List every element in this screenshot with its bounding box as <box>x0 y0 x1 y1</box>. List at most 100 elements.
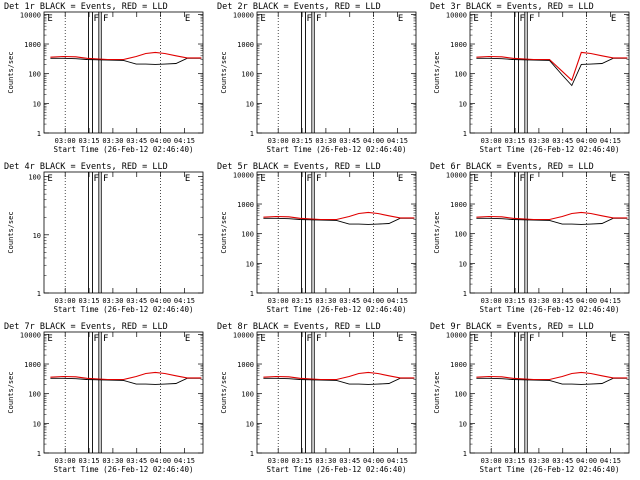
x-tick-label: 04:15 <box>174 457 195 465</box>
x-tick-label: 04:00 <box>150 137 171 145</box>
time-marker-label: E <box>47 14 52 24</box>
y-tick-label: 1 <box>463 290 467 298</box>
x-tick-label: 04:00 <box>150 457 171 465</box>
panel-title: Det 9r BLACK = Events, RED = LLD <box>430 322 594 332</box>
panel-det-6: Det 6r BLACK = Events, RED = LLD 1 10 100 10… <box>430 162 630 314</box>
x-tick-label: 03:00 <box>55 137 76 145</box>
y-tick-label: 100 <box>454 391 467 399</box>
y-tick-label: 100 <box>28 174 41 182</box>
y-tick-label: 100 <box>28 71 41 79</box>
time-marker-label: F <box>316 334 321 344</box>
y-axis-label: Counts/sec <box>220 371 228 413</box>
panel-det-3: Det 3r BLACK = Events, RED = LLD 1 10 100 10… <box>430 2 630 154</box>
time-marker-label: E <box>398 174 403 184</box>
x-tick-label: 03:00 <box>481 457 502 465</box>
x-tick-label: 03:15 <box>79 297 100 305</box>
y-tick-label: 10000 <box>233 11 254 19</box>
time-marker-label: F <box>306 174 311 184</box>
y-axis-label: Counts/sec <box>7 371 15 413</box>
panel-det-1: Det 1r BLACK = Events, RED = LLD 1 10 100 10… <box>4 2 204 154</box>
time-marker-label: E <box>398 14 403 24</box>
y-tick-label: 1 <box>37 450 41 458</box>
time-marker-label: F <box>103 334 108 344</box>
x-tick-label: 03:15 <box>292 297 313 305</box>
plot-frame <box>469 11 630 134</box>
time-marker-label: F <box>103 14 108 24</box>
x-axis-label: Start Time (26-Feb-12 02:46:40) <box>54 145 194 154</box>
x-tick-label: 04:15 <box>387 457 408 465</box>
x-tick-label: 03:30 <box>102 457 123 465</box>
x-axis-label: Start Time (26-Feb-12 02:46:40) <box>267 465 407 474</box>
y-tick-label: 100 <box>454 71 467 79</box>
y-tick-label: 1 <box>250 290 254 298</box>
y-tick-label: 100 <box>241 231 254 239</box>
time-marker-label: F <box>519 334 524 344</box>
y-tick-label: 10000 <box>446 11 467 19</box>
y-tick-label: 1000 <box>237 41 254 49</box>
time-marker-label: F <box>93 174 98 184</box>
series-line-lld <box>50 51 202 61</box>
x-axis-label: Start Time (26-Feb-12 02:46:40) <box>267 145 407 154</box>
x-tick-label: 03:45 <box>126 457 147 465</box>
series-line-events <box>476 217 628 225</box>
time-marker-label: F <box>306 14 311 24</box>
y-tick-label: 1 <box>37 130 41 138</box>
x-tick-label: 04:00 <box>363 137 384 145</box>
x-tick-label: 04:15 <box>600 457 621 465</box>
x-tick-label: 04:00 <box>363 297 384 305</box>
plot-frame <box>256 171 417 294</box>
series-line-lld <box>476 211 628 221</box>
series-line-lld <box>476 371 628 381</box>
panel-det-8: Det 8r BLACK = Events, RED = LLD 1 10 100 10… <box>217 322 417 474</box>
panel-det-9: Det 9r BLACK = Events, RED = LLD 1 10 100 10… <box>430 322 630 474</box>
x-tick-label: 04:00 <box>576 137 597 145</box>
series-line-events <box>50 377 202 385</box>
y-tick-label: 10 <box>459 260 467 268</box>
x-tick-label: 03:45 <box>339 297 360 305</box>
series-line-lld <box>50 371 202 381</box>
time-marker-label: E <box>473 14 478 24</box>
y-tick-label: 1 <box>463 130 467 138</box>
time-marker-label: F <box>93 334 98 344</box>
time-marker-label: F <box>519 174 524 184</box>
x-tick-label: 03:15 <box>292 137 313 145</box>
time-marker-label: E <box>185 334 190 344</box>
x-tick-label: 03:00 <box>268 297 289 305</box>
series-line-events <box>476 57 628 87</box>
x-tick-label: 03:30 <box>315 297 336 305</box>
x-tick-label: 03:45 <box>126 297 147 305</box>
time-marker-label: F <box>316 174 321 184</box>
y-tick-label: 1000 <box>24 361 41 369</box>
plot-frame <box>256 331 417 454</box>
panel-title: Det 6r BLACK = Events, RED = LLD <box>430 162 594 172</box>
time-marker-label: F <box>529 174 534 184</box>
x-tick-label: 03:00 <box>55 457 76 465</box>
x-tick-label: 03:15 <box>79 457 100 465</box>
panel-title: Det 7r BLACK = Events, RED = LLD <box>4 322 168 332</box>
y-axis-label: Counts/sec <box>433 371 441 413</box>
y-tick-label: 100 <box>28 391 41 399</box>
time-marker-label: E <box>260 14 265 24</box>
x-tick-label: 03:45 <box>339 137 360 145</box>
x-tick-label: 04:15 <box>174 137 195 145</box>
plot-frame <box>469 171 630 294</box>
y-axis-label: Counts/sec <box>433 211 441 253</box>
series-line-events <box>263 377 415 385</box>
y-tick-label: 10 <box>246 420 254 428</box>
x-tick-label: 03:45 <box>126 137 147 145</box>
time-marker-label: E <box>611 334 616 344</box>
y-tick-label: 1000 <box>450 201 467 209</box>
y-axis-label: Counts/sec <box>220 211 228 253</box>
y-axis-label: Counts/sec <box>7 211 15 253</box>
x-tick-label: 03:00 <box>268 137 289 145</box>
series-line-lld <box>263 371 415 381</box>
x-tick-label: 03:15 <box>505 297 526 305</box>
plot-frame <box>256 11 417 134</box>
series-line-events <box>50 57 202 65</box>
time-marker-label: F <box>306 334 311 344</box>
x-axis-label: Start Time (26-Feb-12 02:46:40) <box>54 305 194 314</box>
y-tick-label: 10000 <box>20 11 41 19</box>
x-axis-label: Start Time (26-Feb-12 02:46:40) <box>480 465 620 474</box>
y-tick-label: 1000 <box>450 41 467 49</box>
x-tick-label: 03:30 <box>528 297 549 305</box>
